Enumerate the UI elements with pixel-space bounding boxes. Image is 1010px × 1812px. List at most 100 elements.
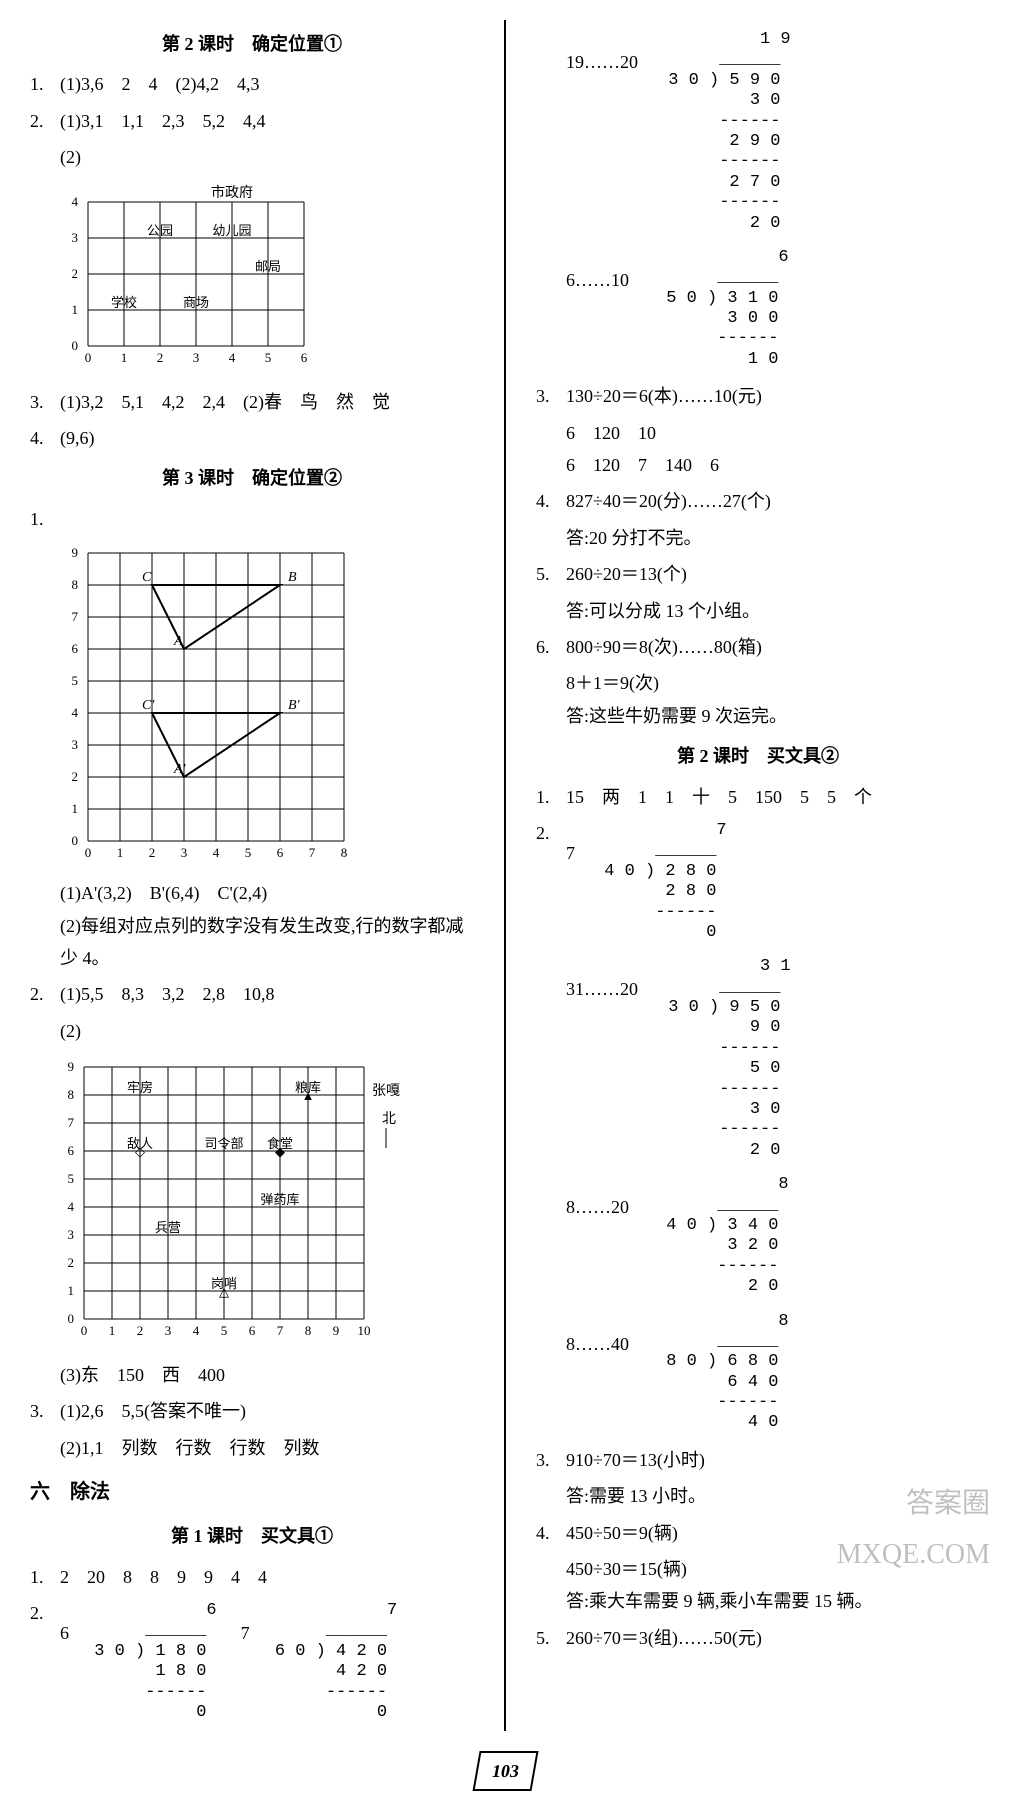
svg-text:C: C (142, 570, 152, 585)
text: 260÷20＝13(个) (566, 558, 980, 590)
longdiv-row: 6 6 ______ 3 0 ) 1 8 0 1 8 0 ------ 07 7… (60, 1597, 474, 1727)
num: 5. (536, 1622, 566, 1654)
svg-text:商场: 商场 (183, 295, 209, 310)
l2-item4: 4.(9,6) (30, 422, 474, 454)
longdiv-group-1: 19……20 1 9 ______ 3 0 ) 5 9 0 3 0 ------… (536, 26, 980, 374)
longdiv-label: 31……20 (566, 953, 638, 1005)
num: 4. (30, 422, 60, 454)
num: 3. (536, 380, 566, 412)
svg-text:学校: 学校 (111, 295, 137, 310)
text: (1)2,6 5,5(答案不唯一) (60, 1395, 474, 1427)
text: 130÷20＝6(本)……10(元) (566, 380, 980, 412)
svg-text:3: 3 (72, 230, 79, 245)
svg-text:2: 2 (157, 350, 164, 365)
text: 450÷50＝9(辆) (566, 1517, 980, 1549)
svg-text:0: 0 (85, 350, 92, 365)
longdiv-work: 7 ______ 6 0 ) 4 2 0 4 2 0 ------ 0 (265, 1601, 398, 1723)
buy2-title: 第 2 课时 买文具② (536, 740, 980, 772)
text: (1)5,5 8,3 3,2 2,8 10,8 (60, 978, 474, 1010)
svg-text:粮库: 粮库 (295, 1080, 321, 1095)
blank (60, 503, 474, 535)
text: (1)3,2 5,1 4,2 2,4 (2)春 鸟 然 觉 (60, 386, 474, 418)
svg-text:市政府: 市政府 (211, 184, 253, 201)
text: 260÷70＝3(组)……50(元) (566, 1622, 980, 1654)
svg-text:3: 3 (193, 350, 200, 365)
svg-text:1: 1 (68, 1283, 75, 1298)
svg-text:9: 9 (68, 1059, 75, 1074)
svg-text:0: 0 (85, 845, 92, 860)
r5b: 答:可以分成 13 个小组。 (566, 595, 980, 627)
longdiv-work: 6 ______ 3 0 ) 1 8 0 1 8 0 ------ 0 (84, 1601, 217, 1723)
svg-text:B: B (288, 570, 297, 585)
page-number: 103 (472, 1751, 538, 1791)
svg-text:兵营: 兵营 (155, 1220, 181, 1235)
text: (9,6) (60, 422, 474, 454)
r3b: 6 120 10 (566, 417, 980, 449)
l3-3b: (2)1,1 列数 行数 行数 列数 (60, 1432, 474, 1464)
svg-text:4: 4 (229, 350, 236, 365)
num: 4. (536, 485, 566, 517)
longdiv-work: 3 1 ______ 3 0 ) 9 5 0 9 0 ------ 5 0 --… (658, 957, 791, 1161)
svg-text:7: 7 (309, 845, 316, 860)
svg-text:北: 北 (382, 1111, 396, 1127)
l3-1b: (2)每组对应点列的数字没有发生改变,行的数字都减少 4。 (60, 910, 474, 975)
svg-text:10: 10 (358, 1323, 371, 1338)
svg-text:0: 0 (72, 338, 79, 353)
svg-text:A': A' (173, 762, 187, 777)
svg-text:4: 4 (193, 1323, 200, 1338)
longdiv-label: 8……20 (566, 1171, 636, 1223)
longdiv-label: 19……20 (566, 26, 638, 78)
s-item3: 3.910÷70＝13(小时) (536, 1444, 980, 1476)
svg-text:弹药库: 弹药库 (260, 1192, 299, 1207)
longdiv-work: 8 ______ 8 0 ) 6 8 0 6 4 0 ------ 4 0 (656, 1312, 789, 1434)
svg-text:岗哨: 岗哨 (211, 1276, 237, 1291)
right-column: 19……20 1 9 ______ 3 0 ) 5 9 0 3 0 ------… (536, 20, 980, 1731)
text: 2 20 8 8 9 9 4 4 (60, 1561, 474, 1593)
text: 827÷40＝20(分)……27(个) (566, 485, 980, 517)
lesson3-title: 第 3 课时 确定位置② (30, 462, 474, 494)
svg-text:7: 7 (68, 1115, 75, 1130)
svg-text:3: 3 (68, 1227, 75, 1242)
num: 1. (536, 781, 566, 813)
longdiv-work: 8 ______ 4 0 ) 3 4 0 3 2 0 ------ 2 0 (656, 1175, 789, 1297)
svg-text:0: 0 (81, 1323, 88, 1338)
text: 800÷90＝8(次)……80(箱) (566, 631, 980, 663)
svg-text:8: 8 (72, 577, 79, 592)
b1-item2: 2. 6 6 ______ 3 0 ) 1 8 0 1 8 0 ------ 0… (30, 1597, 474, 1727)
longdiv-label: 7 (241, 1597, 255, 1727)
r6c: 答:这些牛奶需要 9 次运完。 (566, 700, 980, 732)
svg-text:8: 8 (341, 845, 348, 860)
r6b: 8＋1＝9(次) (566, 667, 980, 699)
svg-text:牢房: 牢房 (127, 1080, 153, 1095)
s4b: 450÷30＝15(辆) (566, 1553, 980, 1585)
s-item2: 2. 7 7 ______ 4 0 ) 2 8 0 2 8 0 ------ 0 (536, 817, 980, 947)
svg-text:4: 4 (68, 1199, 75, 1214)
svg-text:张嘎: 张嘎 (372, 1083, 400, 1099)
grid-chart-3: 0123456789100123456789牢房▲粮库◇敌人司令部◆食堂弹药库兵… (60, 1053, 420, 1353)
l2-item1: 1.(1)3,6 2 4 (2)4,2 4,3 (30, 68, 474, 100)
longdiv-item: 19……20 1 9 ______ 3 0 ) 5 9 0 3 0 ------… (566, 26, 980, 238)
r-item5: 5.260÷20＝13(个) (536, 558, 980, 590)
grid-chart-1: 012345601234公园幼儿园邮局学校商场市政府 (60, 180, 330, 380)
r-item3: 3.130÷20＝6(本)……10(元) (536, 380, 980, 412)
r3c: 6 120 7 140 6 (566, 449, 980, 481)
num: 2. (536, 817, 566, 947)
svg-text:邮局: 邮局 (255, 259, 281, 274)
svg-text:2: 2 (68, 1255, 75, 1270)
svg-text:0: 0 (68, 1311, 75, 1326)
page-badge: 103 (30, 1751, 980, 1791)
svg-text:A: A (173, 634, 183, 649)
svg-text:1: 1 (109, 1323, 116, 1338)
svg-text:6: 6 (277, 845, 284, 860)
longdiv-work: 7 ______ 4 0 ) 2 8 0 2 8 0 ------ 0 (594, 821, 727, 943)
section-six-title: 六 除法 (30, 1474, 474, 1510)
r-item4: 4.827÷40＝20(分)……27(个) (536, 485, 980, 517)
longdiv-work: 1 9 ______ 3 0 ) 5 9 0 3 0 ------ 2 9 0 … (658, 30, 791, 234)
s3b: 答:需要 13 小时。 (566, 1480, 980, 1512)
l3-2c: (3)东 150 西 400 (60, 1359, 474, 1391)
lesson2-title: 第 2 课时 确定位置① (30, 28, 474, 60)
longdiv-row: 7 7 ______ 4 0 ) 2 8 0 2 8 0 ------ 0 (566, 817, 980, 947)
l3-item3: 3.(1)2,6 5,5(答案不唯一) (30, 1395, 474, 1427)
longdiv-item: 8……20 8 ______ 4 0 ) 3 4 0 3 2 0 ------ … (566, 1171, 980, 1301)
num: 2. (30, 1597, 60, 1727)
